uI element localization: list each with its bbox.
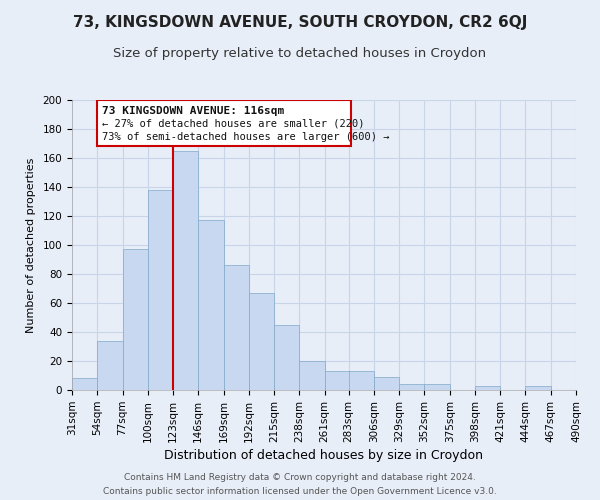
Bar	[224, 266, 249, 390]
Bar	[325, 371, 350, 390]
Text: Contains public sector information licensed under the Open Government Licence v3: Contains public sector information licen…	[103, 488, 497, 496]
Bar	[72, 378, 97, 390]
Bar	[97, 340, 122, 390]
Bar	[249, 293, 274, 390]
Text: 73 KINGSDOWN AVENUE: 116sqm: 73 KINGSDOWN AVENUE: 116sqm	[101, 106, 284, 116]
Bar	[374, 377, 399, 390]
X-axis label: Distribution of detached houses by size in Croydon: Distribution of detached houses by size …	[164, 449, 484, 462]
Text: 73% of semi-detached houses are larger (600) →: 73% of semi-detached houses are larger (…	[101, 132, 389, 142]
Bar	[274, 325, 299, 390]
Bar	[148, 190, 173, 390]
Text: 73, KINGSDOWN AVENUE, SOUTH CROYDON, CR2 6QJ: 73, KINGSDOWN AVENUE, SOUTH CROYDON, CR2…	[73, 15, 527, 30]
Bar	[399, 384, 424, 390]
Bar	[122, 250, 148, 390]
Bar	[198, 220, 224, 390]
Y-axis label: Number of detached properties: Number of detached properties	[26, 158, 35, 332]
Bar	[424, 384, 450, 390]
Bar	[475, 386, 500, 390]
Bar	[349, 371, 374, 390]
Text: ← 27% of detached houses are smaller (220): ← 27% of detached houses are smaller (22…	[101, 119, 364, 129]
Bar	[299, 361, 325, 390]
Text: Size of property relative to detached houses in Croydon: Size of property relative to detached ho…	[113, 48, 487, 60]
Text: Contains HM Land Registry data © Crown copyright and database right 2024.: Contains HM Land Registry data © Crown c…	[124, 472, 476, 482]
Bar	[97, 100, 351, 146]
Bar	[526, 386, 551, 390]
Bar	[173, 151, 198, 390]
